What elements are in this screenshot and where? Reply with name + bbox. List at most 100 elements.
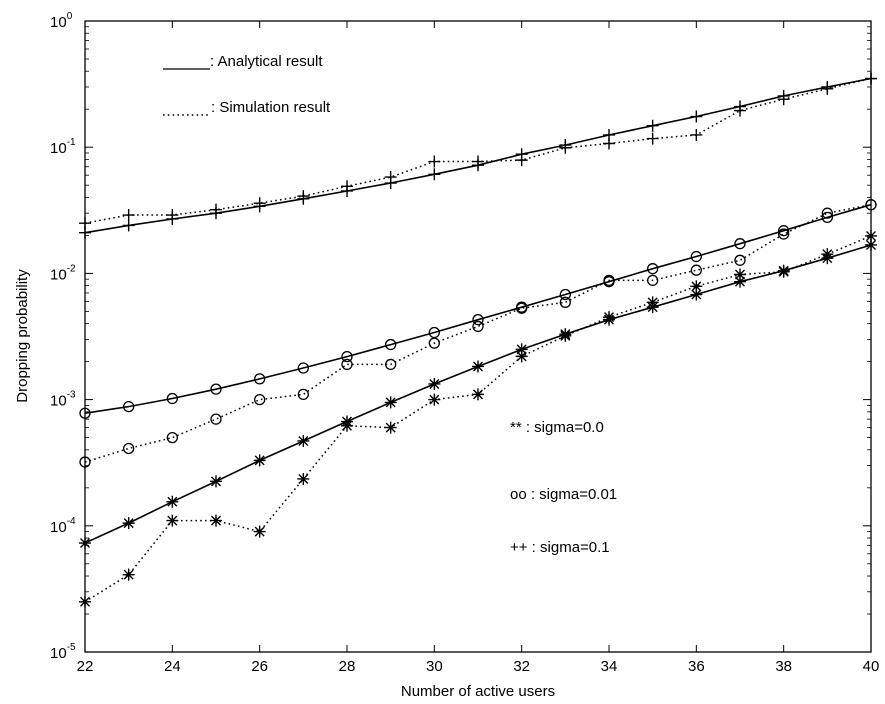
data-point-circle xyxy=(297,388,309,401)
data-point-circle xyxy=(734,238,746,250)
data-point-circle xyxy=(79,407,91,419)
data-point-circle xyxy=(690,250,702,263)
y-axis-label: Dropping probability xyxy=(14,269,31,403)
sigma-001-label: oo : sigma=0.01 xyxy=(510,486,617,503)
data-point-asterisk xyxy=(821,248,834,261)
data-point-asterisk xyxy=(384,396,397,409)
data-point-asterisk xyxy=(210,475,222,488)
data-point-plus xyxy=(865,72,877,85)
sigma-0-label: ** : sigma=0.0 xyxy=(510,419,604,436)
data-point-plus xyxy=(646,119,659,132)
legend-simulation-label: : Simulation result xyxy=(211,99,331,116)
series-line-asterisk-dotted xyxy=(84,235,872,603)
data-point-circle xyxy=(385,358,397,371)
data-point-plus xyxy=(690,128,703,141)
data-point-asterisk xyxy=(559,329,572,342)
x-tick-label: 24 xyxy=(164,658,181,675)
series-line-circle-dotted xyxy=(84,203,872,463)
data-point-plus xyxy=(646,132,659,145)
y-tick-label: 10-1 xyxy=(50,137,76,157)
data-point-asterisk xyxy=(515,343,528,356)
data-point-circle xyxy=(254,393,266,406)
data-point-circle xyxy=(559,296,571,308)
y-tick-label: 10-3 xyxy=(50,390,76,410)
y-tick-label: 10-2 xyxy=(50,263,76,283)
data-point-asterisk xyxy=(472,360,484,373)
data-point-circle xyxy=(254,373,266,385)
x-tick-label: 36 xyxy=(688,658,705,675)
data-point-circle xyxy=(79,456,91,468)
data-point-asterisk xyxy=(297,472,310,485)
y-tick-label: 10-5 xyxy=(50,642,76,662)
series-layer xyxy=(79,72,877,608)
data-point-asterisk xyxy=(253,525,266,538)
data-point-circle xyxy=(865,199,877,211)
x-tick-label: 38 xyxy=(775,658,792,675)
data-point-plus xyxy=(472,155,484,168)
series-line-circle-solid xyxy=(84,203,872,414)
data-point-asterisk xyxy=(166,495,179,508)
data-point-plus xyxy=(690,110,703,123)
data-point-asterisk xyxy=(79,595,91,608)
data-point-plus xyxy=(428,168,441,181)
data-point-plus xyxy=(559,141,572,154)
data-point-asterisk xyxy=(777,265,790,278)
data-point-circle xyxy=(778,228,790,240)
data-point-plus xyxy=(341,180,353,193)
data-point-plus xyxy=(821,82,834,95)
data-point-plus xyxy=(210,203,222,216)
data-point-asterisk xyxy=(865,229,877,242)
data-point-circle xyxy=(559,288,571,301)
data-point-plus xyxy=(603,137,615,150)
data-point-plus xyxy=(166,209,179,222)
data-point-asterisk xyxy=(690,280,703,293)
data-point-asterisk xyxy=(253,454,266,467)
data-point-plus xyxy=(428,155,441,168)
data-point-circle xyxy=(603,274,615,287)
sigma-01-label: ++ : sigma=0.1 xyxy=(510,539,610,556)
data-point-circle xyxy=(123,442,135,455)
data-point-circle xyxy=(341,350,353,363)
data-point-circle xyxy=(647,274,659,287)
data-point-asterisk xyxy=(297,434,310,447)
series-line-plus-dotted xyxy=(84,77,872,224)
data-point-asterisk xyxy=(646,296,659,309)
data-point-circle xyxy=(734,254,746,266)
data-point-circle xyxy=(472,314,484,326)
data-point-circle xyxy=(428,337,440,349)
ticks-layer: 22 24 26 28 30 32 34 36 38 40 10-5 10-4 10-3 10-2 10-1… xyxy=(50,11,879,675)
data-point-asterisk xyxy=(428,393,441,406)
data-point-circle xyxy=(166,431,178,444)
data-point-asterisk xyxy=(428,377,441,390)
legend-analytical-label: : Analytical result xyxy=(210,53,323,70)
data-point-circle xyxy=(821,211,833,224)
data-point-asterisk xyxy=(603,311,615,324)
data-point-asterisk xyxy=(122,517,135,530)
x-tick-label: 22 xyxy=(77,658,94,675)
data-point-asterisk xyxy=(865,238,877,251)
data-point-circle xyxy=(123,400,135,413)
data-point-circle xyxy=(297,362,309,374)
data-point-asterisk xyxy=(472,388,484,401)
data-point-plus xyxy=(297,190,310,203)
x-tick-label: 30 xyxy=(426,658,443,675)
data-point-plus xyxy=(384,171,397,184)
x-tick-label: 32 xyxy=(513,658,530,675)
data-point-asterisk xyxy=(341,419,353,432)
data-point-asterisk xyxy=(166,514,179,527)
plot-frame xyxy=(84,20,872,653)
data-point-asterisk xyxy=(734,275,746,288)
y-tick-label: 10-4 xyxy=(50,516,76,536)
x-tick-label: 34 xyxy=(601,658,618,675)
data-point-plus xyxy=(79,217,91,230)
data-point-asterisk xyxy=(690,288,703,301)
data-point-asterisk xyxy=(384,421,397,434)
data-point-circle xyxy=(385,338,397,351)
x-axis-label: Number of active users xyxy=(401,683,555,700)
data-point-plus xyxy=(777,93,790,106)
x-tick-label: 28 xyxy=(339,658,356,675)
data-point-plus xyxy=(253,197,266,210)
data-point-circle xyxy=(647,263,659,275)
data-point-circle xyxy=(166,392,178,405)
